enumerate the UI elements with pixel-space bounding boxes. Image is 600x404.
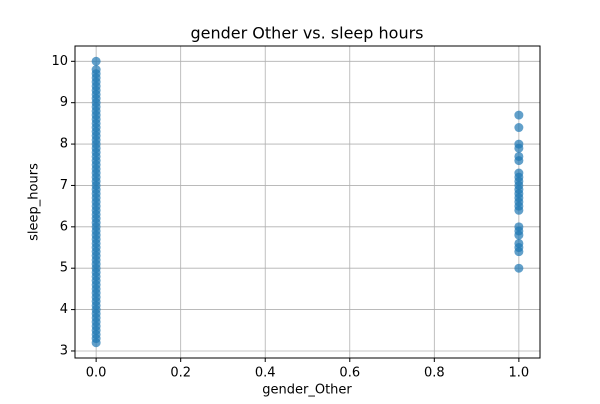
x-tick-label: 1.0	[509, 366, 530, 381]
plot-frame	[74, 45, 541, 359]
point	[514, 205, 524, 215]
x-tick-label: 0.4	[255, 366, 276, 381]
x-tick-label: 0.6	[339, 366, 360, 381]
y-tick-label: 6	[60, 219, 68, 234]
y-tick-label: 4	[60, 302, 68, 317]
y-tick-label: 9	[60, 95, 68, 110]
point	[91, 65, 101, 75]
point	[91, 56, 101, 66]
x-tick-label: 0.2	[170, 366, 191, 381]
point	[514, 247, 524, 257]
point	[514, 110, 524, 120]
point	[514, 230, 524, 240]
y-axis-label: sleep_hours	[27, 163, 42, 241]
chart-title: gender Other vs. sleep hours	[191, 24, 424, 43]
x-tick-label: 0.8	[424, 366, 445, 381]
point	[514, 143, 524, 153]
y-tick-label: 7	[60, 178, 68, 193]
point	[514, 123, 524, 133]
y-tick-label: 3	[60, 343, 68, 358]
y-tick-label: 10	[51, 54, 68, 69]
point	[514, 263, 524, 273]
point	[514, 156, 524, 166]
y-tick-label: 8	[60, 137, 68, 152]
x-axis-label: gender_Other	[262, 383, 352, 398]
x-tick-label: 0.0	[86, 366, 107, 381]
y-tick-label: 5	[60, 261, 68, 276]
